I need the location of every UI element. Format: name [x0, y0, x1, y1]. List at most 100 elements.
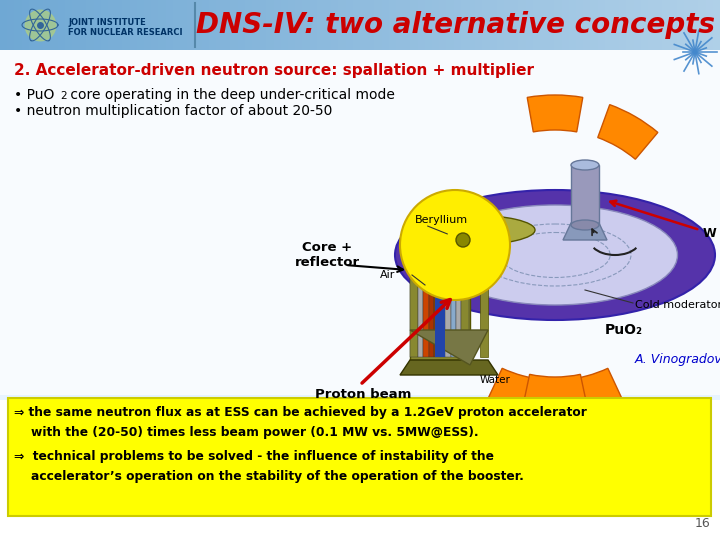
Bar: [0, 221, 720, 225]
Bar: [0, 76, 720, 80]
Bar: [0, 361, 720, 365]
Bar: [0, 129, 720, 133]
Bar: [511, 0, 518, 50]
Text: Core +
reflector: Core + reflector: [295, 241, 360, 269]
Bar: [0, 72, 720, 76]
Bar: [634, 0, 641, 50]
Bar: [461, 0, 468, 50]
Bar: [0, 234, 720, 238]
Bar: [425, 0, 432, 50]
Circle shape: [456, 233, 470, 247]
Bar: [0, 356, 720, 361]
Text: Beryllium: Beryllium: [415, 215, 468, 225]
Bar: [0, 286, 720, 291]
Bar: [626, 0, 634, 50]
Bar: [238, 0, 245, 50]
Bar: [166, 0, 173, 50]
Bar: [43, 0, 50, 50]
Bar: [648, 0, 655, 50]
Bar: [137, 0, 144, 50]
Bar: [547, 0, 554, 50]
Bar: [0, 50, 720, 55]
Bar: [0, 382, 720, 387]
Bar: [0, 151, 720, 155]
Text: ⇒ the same neutron flux as at ESS can be achieved by a 1.2GeV proton accelerator: ⇒ the same neutron flux as at ESS can be…: [14, 406, 587, 419]
Bar: [324, 0, 331, 50]
Text: 2: 2: [60, 91, 67, 101]
Bar: [72, 0, 79, 50]
Text: Cold moderator: Cold moderator: [635, 300, 720, 310]
Bar: [0, 199, 720, 203]
Ellipse shape: [395, 190, 715, 320]
Bar: [230, 0, 238, 50]
Bar: [259, 0, 266, 50]
Bar: [641, 0, 648, 50]
Bar: [0, 50, 720, 390]
Bar: [36, 0, 43, 50]
Bar: [50, 0, 58, 50]
Bar: [698, 0, 706, 50]
Bar: [713, 0, 720, 50]
Bar: [403, 0, 410, 50]
Bar: [101, 0, 108, 50]
Bar: [0, 168, 720, 172]
Bar: [0, 133, 720, 138]
Bar: [115, 0, 122, 50]
Bar: [65, 0, 72, 50]
Bar: [0, 0, 7, 50]
Bar: [8, 398, 711, 516]
Bar: [0, 374, 720, 378]
Bar: [670, 0, 677, 50]
Bar: [7, 0, 14, 50]
Bar: [0, 238, 720, 242]
Polygon shape: [400, 360, 498, 375]
Bar: [583, 0, 590, 50]
Bar: [677, 0, 684, 50]
Bar: [58, 0, 65, 50]
Bar: [29, 0, 36, 50]
Bar: [0, 116, 720, 120]
Bar: [423, 235, 429, 357]
Bar: [0, 378, 720, 382]
Bar: [569, 0, 576, 50]
Wedge shape: [598, 105, 658, 159]
Ellipse shape: [433, 205, 678, 305]
Bar: [94, 0, 101, 50]
Bar: [0, 124, 720, 129]
Bar: [0, 348, 720, 352]
Bar: [216, 0, 223, 50]
Bar: [497, 0, 504, 50]
Bar: [0, 142, 720, 146]
Bar: [0, 225, 720, 229]
Bar: [295, 0, 302, 50]
Bar: [0, 203, 720, 207]
Bar: [418, 235, 423, 357]
Bar: [0, 278, 720, 282]
Bar: [504, 0, 511, 50]
Bar: [266, 0, 274, 50]
Text: • neutron multiplication factor of about 20-50: • neutron multiplication factor of about…: [14, 104, 333, 118]
Wedge shape: [566, 368, 623, 414]
Bar: [0, 50, 720, 395]
Bar: [245, 0, 252, 50]
Wedge shape: [522, 374, 588, 415]
Bar: [0, 190, 720, 194]
Bar: [0, 63, 720, 68]
Text: JOINT INSTITUTE: JOINT INSTITUTE: [68, 18, 145, 27]
Bar: [662, 0, 670, 50]
Bar: [0, 343, 720, 348]
Bar: [331, 0, 338, 50]
Bar: [202, 0, 209, 50]
Bar: [590, 0, 598, 50]
Bar: [396, 0, 403, 50]
Bar: [0, 308, 720, 313]
Bar: [389, 0, 396, 50]
Bar: [461, 235, 469, 357]
Text: accelerator’s operation on the stability of the operation of the booster.: accelerator’s operation on the stability…: [14, 470, 524, 483]
Bar: [432, 0, 439, 50]
Bar: [0, 164, 720, 168]
Bar: [480, 235, 488, 357]
Bar: [0, 265, 720, 269]
Bar: [410, 230, 470, 360]
Bar: [410, 235, 418, 357]
